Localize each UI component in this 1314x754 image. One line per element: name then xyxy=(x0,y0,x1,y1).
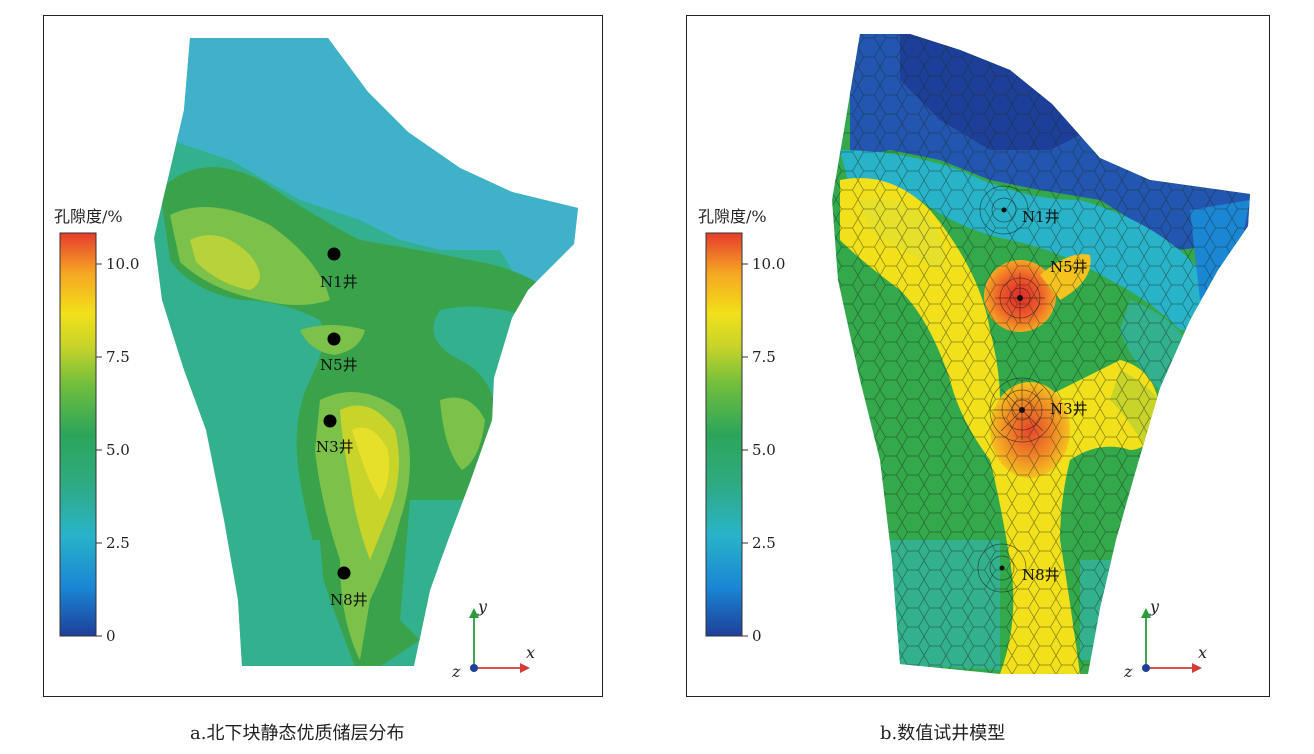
panel-a-frame xyxy=(43,15,603,697)
well-marker-n8-a xyxy=(337,566,351,580)
well-label-n3-b: N3井 xyxy=(1050,400,1088,418)
axis-label-x-b: x xyxy=(1198,643,1207,662)
colorbar-a xyxy=(59,232,97,637)
colorbar-tick-a-10: 10.0 xyxy=(106,255,139,273)
well-marker-n3-b xyxy=(1019,407,1025,413)
well-marker-n1-a xyxy=(327,247,341,261)
colorbar-tick-b-10: 10.0 xyxy=(752,255,785,273)
colorbar-title-a: 孔隙度/% xyxy=(54,207,123,226)
colorbar-ticks-a xyxy=(96,263,102,637)
colorbar-tick-a-75: 7.5 xyxy=(106,348,130,366)
well-label-n8-b: N8井 xyxy=(1022,566,1060,584)
axis-label-y-a: y xyxy=(477,597,488,616)
colorbar-tick-b-0: 0 xyxy=(752,627,762,645)
axis-label-y-b: y xyxy=(1149,597,1160,616)
well-label-n1-a: N1井 xyxy=(320,273,358,291)
well-label-n1-b: N1井 xyxy=(1022,208,1060,226)
axis-label-x-a: x xyxy=(526,643,535,662)
well-marker-n5-b xyxy=(1017,295,1023,301)
colorbar-tick-b-75: 7.5 xyxy=(752,348,776,366)
well-label-n8-a: N8井 xyxy=(330,591,368,609)
well-marker-n5-a xyxy=(327,332,341,346)
colorbar-tick-b-50: 5.0 xyxy=(752,441,776,459)
well-marker-n3-a xyxy=(323,414,337,428)
well-label-n3-a: N3井 xyxy=(316,438,354,456)
panel-b-frame xyxy=(686,15,1270,697)
axis-triad-b xyxy=(1141,608,1202,673)
axis-triad-a xyxy=(469,608,530,673)
well-label-n5-a: N5井 xyxy=(320,356,358,374)
axis-label-z-b: z xyxy=(1123,662,1133,681)
colorbar-tick-a-50: 5.0 xyxy=(106,441,130,459)
colorbar-b xyxy=(705,232,743,637)
well-marker-n1-b xyxy=(1001,207,1007,213)
well-marker-n8-b xyxy=(999,565,1005,571)
well-label-n5-b: N5井 xyxy=(1050,258,1088,276)
colorbar-tick-b-25: 2.5 xyxy=(752,534,776,552)
colorbar-tick-a-25: 2.5 xyxy=(106,534,130,552)
colorbar-tick-a-0: 0 xyxy=(106,627,116,645)
caption-panel-a: a.北下块静态优质储层分布 xyxy=(190,723,405,744)
axis-label-z-a: z xyxy=(451,662,461,681)
caption-panel-b: b.数值试井模型 xyxy=(880,723,1006,744)
colorbar-title-b: 孔隙度/% xyxy=(698,207,767,226)
colorbar-ticks-b xyxy=(742,263,748,637)
